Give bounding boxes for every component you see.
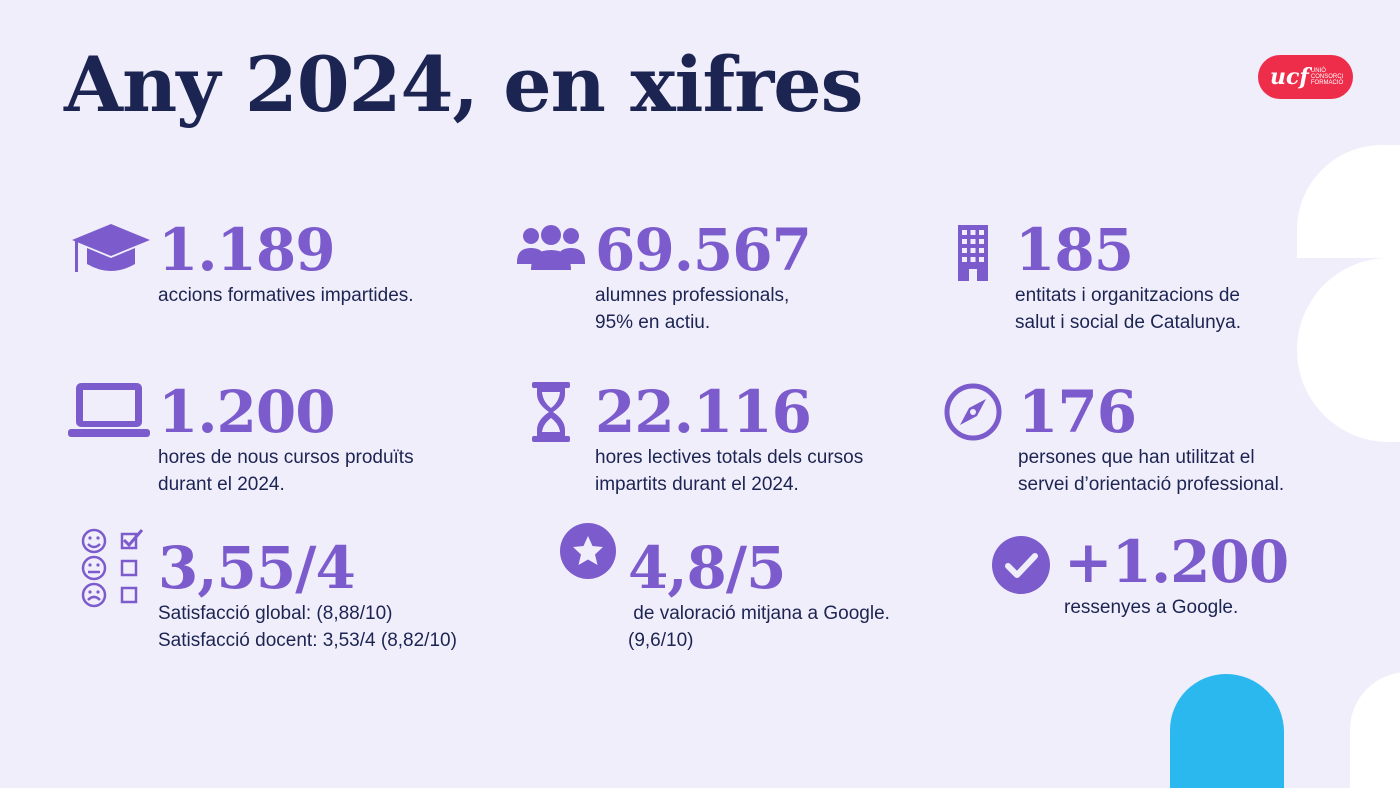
- page-title: Any 2024, en xifres: [64, 40, 863, 129]
- building-icon: [958, 225, 988, 281]
- logo-main-text: ucf: [1270, 64, 1309, 90]
- stat-hours-total: 22.116 hores lectives totals dels cursos…: [595, 380, 863, 498]
- ucf-logo: ucf UNIÓ CONSORCI FORMACIÓ: [1258, 55, 1353, 99]
- stat-entities: 185 entitats i organitzacions de salut i…: [1015, 218, 1241, 336]
- group-icon: [517, 225, 585, 270]
- stat-rating-line-2: (9,6/10): [628, 630, 694, 651]
- stat-reviews: +1.200 ressenyes a Google.: [1064, 528, 1289, 621]
- stat-hours-new-line-1: hores de nous cursos produïts: [158, 447, 414, 468]
- stat-satisfaction-line-1: Satisfacció global: (8,88/10): [158, 603, 393, 624]
- blue-shape-bottom: [1170, 674, 1284, 788]
- stat-entities-line-2: salut i social de Catalunya.: [1015, 312, 1242, 333]
- stat-actions-value: 1.189: [158, 216, 336, 284]
- laptop-icon: [68, 383, 150, 437]
- stat-students-line-1: alumnes professionals,: [595, 285, 790, 306]
- stat-guidance-line-1: persones que han utilitzat el: [1018, 447, 1255, 468]
- stat-reviews-value: +1.200: [1064, 528, 1289, 596]
- hourglass-icon: [532, 382, 570, 442]
- white-shape-top: [1297, 145, 1400, 258]
- stat-guidance-line-2: servei d’orientació professional.: [1018, 474, 1285, 495]
- stat-students: 69.567 alumnes professionals, 95% en act…: [595, 216, 812, 336]
- stat-entities-line-1: entitats i organitzacions de: [1015, 285, 1240, 306]
- stat-reviews-line-1: ressenyes a Google.: [1064, 597, 1239, 618]
- stat-hours-total-line-1: hores lectives totals dels cursos: [595, 447, 864, 468]
- stat-satisfaction-line-2: Satisfacció docent: 3,53/4 (8,82/10): [158, 630, 457, 651]
- stat-rating-line-1: de valoració mitjana a Google.: [628, 603, 890, 624]
- compass-icon: [944, 383, 1002, 441]
- stat-hours-new-value: 1.200: [158, 378, 336, 446]
- stat-students-value: 69.567: [595, 216, 812, 284]
- stat-hours-total-value: 22.116: [595, 378, 812, 446]
- satisfaction-survey-icon: [81, 528, 144, 608]
- stat-actions: 1.189 accions formatives impartides.: [158, 218, 414, 309]
- stat-hours-total-line-2: impartits durant el 2024.: [595, 474, 799, 495]
- stat-satisfaction-value: 3,55/4: [158, 534, 356, 602]
- stat-guidance: 176 persones que han utilitzat el servei…: [1018, 380, 1284, 498]
- star-icon: [560, 523, 616, 579]
- stat-satisfaction: 3,55/4 Satisfacció global: (8,88/10) Sat…: [158, 536, 457, 654]
- decorative-shapes: [1170, 145, 1400, 788]
- stat-hours-new: 1.200 hores de nous cursos produïts dura…: [158, 380, 414, 498]
- check-icon: [992, 536, 1050, 594]
- stat-rating-value: 4,8/5: [628, 534, 786, 602]
- stat-entities-value: 185: [1015, 216, 1134, 284]
- stat-rating: 4,8/5 de valoració mitjana a Google. (9,…: [628, 536, 890, 654]
- stat-actions-line-1: accions formatives impartides.: [158, 285, 414, 306]
- graduation-cap-icon: [72, 224, 150, 272]
- white-shape-bottom: [1350, 672, 1400, 788]
- white-shape-middle: [1297, 258, 1400, 442]
- stat-students-line-2: 95% en actiu.: [595, 312, 711, 333]
- stat-guidance-value: 176: [1018, 378, 1137, 446]
- stat-hours-new-line-2: durant el 2024.: [158, 474, 285, 495]
- logo-sub-text: UNIÓ CONSORCI FORMACIÓ: [1310, 68, 1344, 86]
